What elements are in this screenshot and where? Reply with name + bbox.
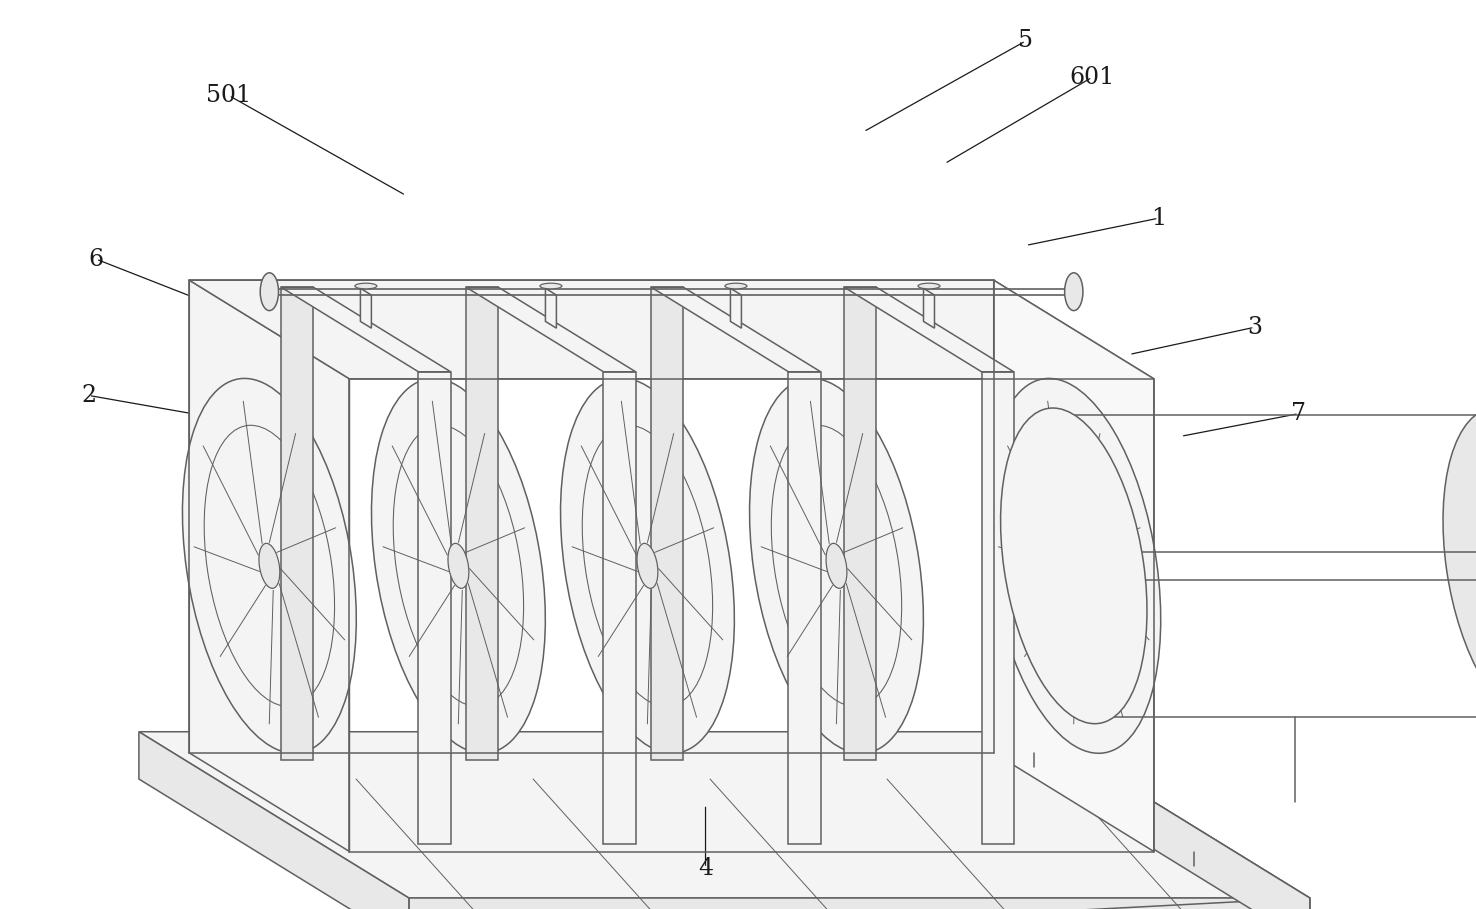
Polygon shape — [604, 372, 636, 844]
Polygon shape — [731, 288, 741, 328]
Ellipse shape — [258, 544, 280, 588]
Ellipse shape — [725, 284, 747, 289]
Polygon shape — [1039, 732, 1309, 909]
Polygon shape — [280, 287, 450, 372]
Text: 6: 6 — [89, 247, 103, 271]
Text: 601: 601 — [1070, 65, 1114, 89]
Ellipse shape — [1001, 408, 1147, 724]
Text: 5: 5 — [1018, 29, 1033, 53]
Polygon shape — [280, 287, 313, 760]
Polygon shape — [651, 287, 821, 372]
Polygon shape — [139, 732, 1309, 898]
Ellipse shape — [540, 284, 562, 289]
Text: 3: 3 — [1247, 315, 1262, 339]
Polygon shape — [844, 287, 877, 760]
Polygon shape — [546, 288, 556, 328]
Polygon shape — [982, 372, 1014, 844]
Polygon shape — [993, 280, 1154, 852]
Polygon shape — [466, 287, 636, 372]
Ellipse shape — [1064, 273, 1083, 311]
Ellipse shape — [561, 378, 735, 754]
Text: 501: 501 — [207, 84, 251, 107]
Polygon shape — [189, 280, 1154, 379]
Ellipse shape — [918, 284, 940, 289]
Ellipse shape — [260, 273, 279, 311]
Ellipse shape — [987, 378, 1160, 754]
Polygon shape — [466, 287, 499, 760]
Polygon shape — [419, 372, 450, 844]
Ellipse shape — [638, 544, 658, 588]
Polygon shape — [788, 372, 821, 844]
Polygon shape — [651, 287, 683, 760]
Ellipse shape — [827, 544, 847, 588]
Ellipse shape — [1444, 408, 1476, 724]
Ellipse shape — [183, 378, 356, 754]
Polygon shape — [924, 288, 934, 328]
Text: 7: 7 — [1292, 402, 1306, 425]
Polygon shape — [139, 732, 409, 909]
Polygon shape — [360, 288, 372, 328]
Ellipse shape — [750, 378, 924, 754]
Polygon shape — [409, 898, 1309, 909]
Text: 1: 1 — [1151, 206, 1166, 230]
Ellipse shape — [1063, 544, 1085, 588]
Text: 4: 4 — [698, 856, 713, 880]
Polygon shape — [844, 287, 1014, 372]
Ellipse shape — [372, 378, 545, 754]
Ellipse shape — [354, 284, 376, 289]
Text: 2: 2 — [81, 384, 96, 407]
Ellipse shape — [449, 544, 469, 588]
Polygon shape — [409, 732, 1309, 909]
Polygon shape — [189, 280, 350, 852]
